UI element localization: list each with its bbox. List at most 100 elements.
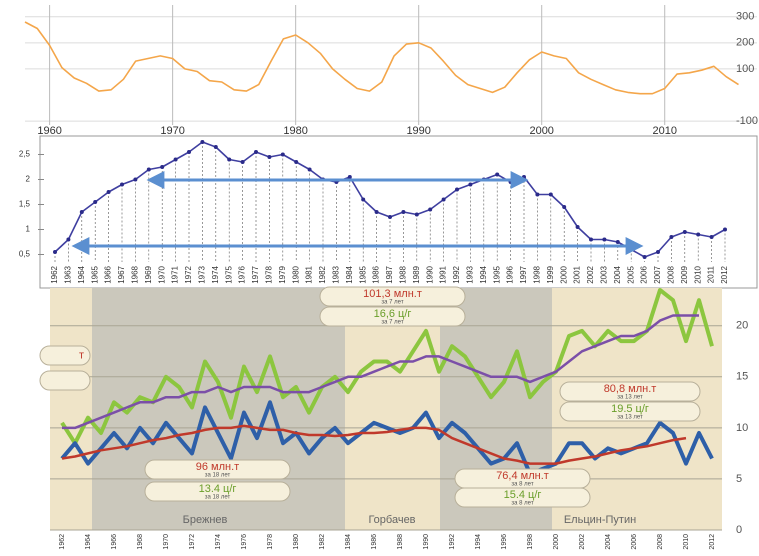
point: [682, 230, 687, 234]
x-tick-label: 2000: [529, 125, 553, 137]
point: [642, 255, 647, 259]
x-tick-label: 1992: [449, 534, 456, 550]
point: [133, 177, 138, 182]
point: [589, 237, 593, 242]
top-panel: [0, 0, 759, 136]
y-tick-label: 20: [736, 320, 748, 332]
point: [79, 210, 84, 214]
annotation-text: 15.4 ц/г: [504, 489, 542, 501]
x-tick-label: 1989: [412, 265, 421, 283]
x-tick-label: 1990: [425, 265, 434, 283]
x-tick-label: 2001: [573, 265, 582, 283]
annotation-sub: за 7 лет: [381, 300, 403, 306]
point: [66, 237, 71, 242]
x-tick-label: 1967: [117, 265, 126, 283]
point: [548, 192, 553, 197]
x-tick-label: 2012: [720, 265, 729, 283]
x-tick-label: 1965: [90, 265, 99, 283]
x-tick-label: 1976: [238, 265, 247, 283]
annotation-box: [319, 286, 466, 307]
x-tick-label: 1971: [171, 265, 180, 283]
x-tick-label: 2010: [652, 125, 676, 137]
x-tick-label: 1986: [371, 534, 378, 550]
y-tick-label: 10: [736, 422, 748, 434]
point: [602, 237, 607, 242]
x-tick-label: 1970: [157, 265, 166, 283]
x-tick-label: 2004: [613, 265, 622, 283]
point: [307, 167, 312, 172]
series-line: [60, 288, 714, 446]
annotation-sub: за 13 лет: [617, 395, 643, 401]
x-tick-label: 1996: [501, 534, 508, 550]
x-tick-label: 1979: [278, 265, 287, 283]
point: [187, 150, 191, 154]
x-tick-label: 2010: [693, 265, 702, 283]
annotation-text: 13.4 ц/г: [199, 483, 237, 495]
x-tick-label: 1972: [184, 265, 193, 283]
x-tick-label: 1992: [452, 265, 461, 283]
x-tick-label: 1997: [519, 265, 528, 283]
x-tick-label: 1996: [506, 265, 515, 283]
x-tick-label: 1982: [318, 265, 327, 283]
x-tick-label: 1966: [111, 534, 118, 550]
point: [280, 152, 285, 157]
point: [723, 227, 727, 232]
x-tick-label: 1960: [37, 125, 61, 137]
x-tick-label: 2006: [640, 265, 649, 283]
point: [401, 210, 406, 214]
point: [254, 150, 258, 154]
annotation-text: 101,3 млн.т: [363, 288, 422, 300]
series-line: [24, 21, 739, 95]
series-line: [61, 424, 687, 465]
point: [267, 155, 272, 159]
series-line: [60, 400, 714, 476]
point: [213, 145, 218, 149]
x-tick-label: 2012: [709, 534, 716, 550]
point: [575, 225, 580, 229]
x-tick-label: 1970: [160, 125, 184, 137]
x-tick-label: 1968: [131, 265, 140, 283]
point: [388, 215, 392, 219]
annotation-sub: за 7 лет: [381, 320, 403, 326]
point: [656, 250, 660, 254]
annotation-sub: за 18 лет: [205, 473, 231, 479]
point: [615, 240, 620, 244]
point: [441, 197, 446, 202]
x-tick-label: 1964: [77, 265, 86, 283]
x-tick-label: 2011: [707, 265, 716, 283]
x-tick-label: 2007: [653, 265, 662, 283]
point: [173, 157, 178, 162]
x-tick-label: 1970: [163, 534, 170, 550]
x-tick-label: 1988: [397, 534, 404, 550]
x-tick-label: 1994: [479, 265, 488, 283]
point: [240, 160, 245, 164]
point: [495, 172, 500, 177]
annotation-box: [144, 481, 291, 502]
point: [106, 190, 111, 194]
point: [414, 212, 419, 217]
period-label: Ельцин-Путин: [564, 514, 636, 526]
x-tick-label: 1998: [533, 265, 542, 283]
annotation-box: [454, 487, 591, 508]
point: [428, 207, 433, 212]
point: [374, 210, 379, 214]
x-tick-label: 2006: [631, 534, 638, 550]
x-tick-label: 1991: [439, 265, 448, 283]
x-tick-label: 1974: [215, 534, 222, 550]
annotation-sub: за 13 лет: [617, 415, 643, 421]
x-tick-label: 1980: [283, 125, 307, 137]
x-tick-label: 2003: [600, 265, 609, 283]
x-tick-label: 1969: [144, 265, 153, 283]
x-tick-label: 2004: [605, 534, 612, 550]
x-tick-label: 1983: [332, 265, 341, 283]
x-tick-label: 1973: [198, 265, 207, 283]
x-tick-label: 1984: [345, 265, 354, 283]
x-tick-label: 2000: [559, 265, 568, 283]
x-tick-label: 1994: [475, 534, 482, 550]
x-tick-label: 1999: [546, 265, 555, 283]
annotation-text: 19.5 ц/г: [611, 403, 649, 415]
annotation-box: [559, 381, 701, 402]
point: [522, 175, 526, 179]
point: [455, 187, 459, 192]
point: [696, 232, 701, 237]
